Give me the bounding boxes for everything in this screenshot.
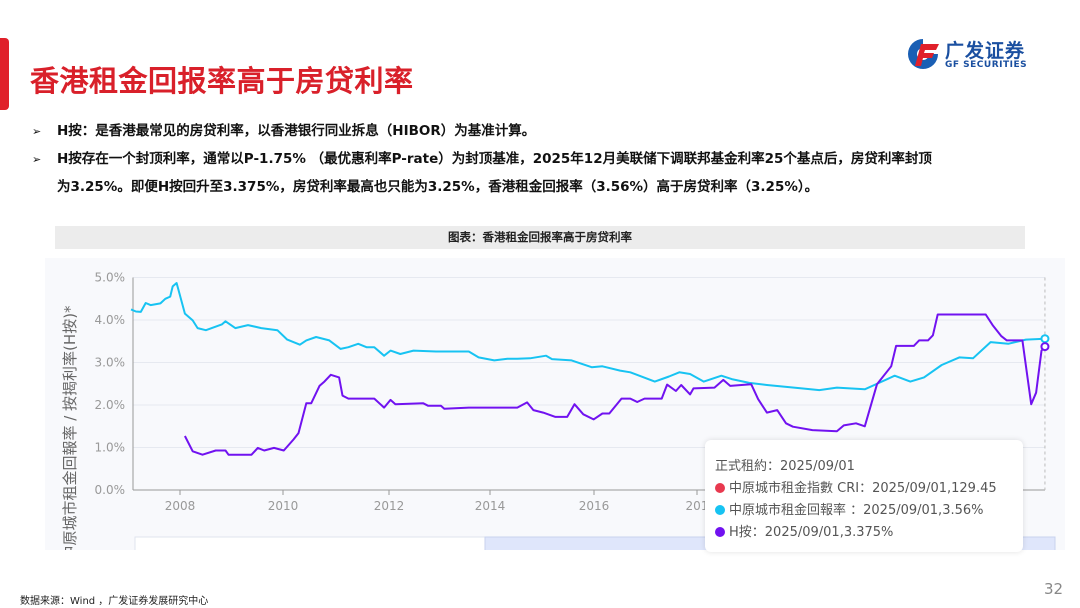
page-number: 32 bbox=[1044, 580, 1064, 598]
zoom-slider-track[interactable] bbox=[134, 536, 486, 550]
accent-bar bbox=[0, 38, 9, 110]
x-tick-label: 2008 bbox=[165, 499, 196, 513]
x-tick-label: 2014 bbox=[475, 499, 506, 513]
gf-logo-icon bbox=[908, 39, 939, 69]
line-chart: 0.0% 1.0% 2.0% 3.0% 4.0% 5.0% 2008 2010 2012 2014… bbox=[61, 271, 1056, 550]
y-tick-label: 4.0% bbox=[95, 313, 126, 327]
y-tick-label: 5.0% bbox=[95, 271, 126, 285]
bullet-text: H按：是香港最常见的房贷利率，以香港银行同业拆息（HIBOR）为基准计算。 bbox=[57, 123, 536, 139]
y-tick-label: 0.0% bbox=[95, 483, 126, 497]
tooltip-row-hibor: H按：2025/09/01,3.375% bbox=[715, 521, 893, 540]
y-axis-label: 中原城市租金回報率 / 按揭利率(H按)* bbox=[61, 305, 79, 550]
series-line bbox=[184, 313, 1046, 456]
tooltip-row-cri: 中原城市租金指數 CRI：2025/09/01,129.45 bbox=[715, 477, 997, 496]
logo-text-cn: 广发证券 bbox=[945, 40, 1026, 62]
tooltip-row-text: 中原城市租金回報率 ：2025/09/01,3.56% bbox=[729, 503, 984, 518]
legend-dot-icon bbox=[715, 527, 725, 537]
x-tick-label: 2012 bbox=[374, 499, 405, 513]
bullet-1: ➢ H按：是香港最常见的房贷利率，以香港银行同业拆息（HIBOR）为基准计算。 bbox=[32, 118, 535, 145]
bullet-2-cont: 为3.25%。即便H按回升至3.375%，房贷利率最高也只能为3.25%，香港租… bbox=[57, 179, 819, 195]
x-tick-label: 201 bbox=[686, 499, 709, 513]
company-logo: 广发证券 GF SECURITIES bbox=[905, 36, 1045, 76]
figure-caption: 图表：香港租金回报率高于房贷利率 bbox=[55, 226, 1025, 249]
y-tick-label: 2.0% bbox=[95, 398, 126, 412]
tooltip-row-yield: 中原城市租金回報率 ：2025/09/01,3.56% bbox=[715, 499, 984, 518]
bullet-2: ➢ H按存在一个封顶利率，通常以P-1.75% （最优惠利率P-rate）为封顶基… bbox=[32, 146, 932, 173]
data-source: 数据来源：Wind ，广发证券发展研究中心 bbox=[20, 596, 209, 607]
tooltip-title: 正式租約：2025/09/01 bbox=[715, 459, 855, 474]
tooltip-row-text: H按：2025/09/01,3.375% bbox=[729, 525, 894, 540]
page-title: 香港租金回报率高于房贷利率 bbox=[30, 64, 414, 98]
x-tick-label: 2010 bbox=[268, 499, 299, 513]
logo-text-en: GF SECURITIES bbox=[945, 60, 1028, 70]
legend-dot-icon bbox=[715, 505, 725, 515]
x-tick-label: 2016 bbox=[579, 499, 610, 513]
hover-point bbox=[1040, 342, 1050, 352]
bullet-text: H按存在一个封顶利率，通常以P-1.75% （最优惠利率P-rate）为封顶基准… bbox=[57, 151, 932, 167]
hover-point bbox=[1040, 334, 1050, 344]
chart-panel: 0.0% 1.0% 2.0% 3.0% 4.0% 5.0% 2008 2010 2012 2014… bbox=[45, 258, 1065, 550]
legend-dot-icon bbox=[715, 483, 725, 493]
y-tick-label: 3.0% bbox=[95, 356, 126, 370]
y-tick-label: 1.0% bbox=[95, 441, 126, 455]
bullet-arrow-icon: ➢ bbox=[32, 125, 42, 138]
chart-tooltip: 正式租約：2025/09/01 中原城市租金指數 CRI：2025/09/01,… bbox=[705, 440, 1023, 552]
series-line bbox=[130, 282, 1045, 392]
bullet-arrow-icon: ➢ bbox=[32, 153, 42, 166]
tooltip-row-text: 中原城市租金指數 CRI：2025/09/01,129.45 bbox=[729, 481, 997, 496]
